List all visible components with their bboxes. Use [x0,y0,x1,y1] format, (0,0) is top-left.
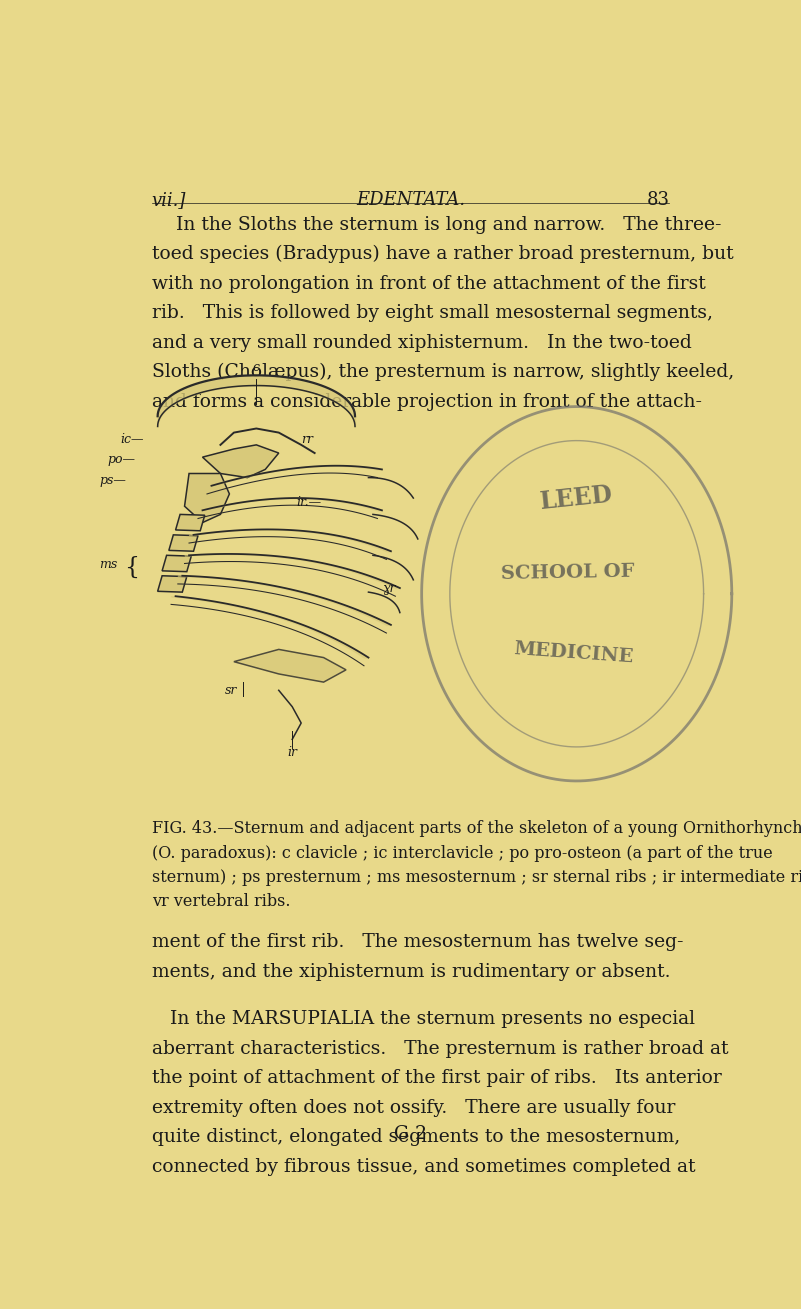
Text: G 2: G 2 [394,1124,427,1143]
Text: sr: sr [225,685,237,698]
Text: ic—: ic— [121,433,144,446]
Text: connected by fibrous tissue, and sometimes completed at: connected by fibrous tissue, and sometim… [151,1157,695,1175]
Text: and a very small rounded xiphisternum.   In the two-toed: and a very small rounded xiphisternum. I… [151,334,691,352]
Polygon shape [203,445,279,478]
Text: SCHOOL OF: SCHOOL OF [501,563,635,583]
Text: LEED: LEED [539,482,614,514]
Text: ment of the first rib.   The mesosternum has twelve seg-: ment of the first rib. The mesosternum h… [151,933,683,952]
Text: ments, and the xiphisternum is rudimentary or absent.: ments, and the xiphisternum is rudimenta… [151,963,670,980]
Polygon shape [169,535,198,551]
Text: ɣr: ɣr [382,583,396,596]
Text: with no prolongation in front of the attachment of the first: with no prolongation in front of the att… [151,275,706,293]
Text: and forms a considerable projection in front of the attach-: and forms a considerable projection in f… [151,393,702,411]
Text: aberrant characteristics.   The presternum is rather broad at: aberrant characteristics. The presternum… [151,1039,728,1058]
Text: FIG. 43.—Sternum and adjacent parts of the skeleton of a young Ornithorhynchus
(: FIG. 43.—Sternum and adjacent parts of t… [151,821,801,910]
Text: vii.]: vii.] [151,191,186,209]
Polygon shape [162,555,191,572]
Text: In the MARSUPIALIA the sternum presents no especial: In the MARSUPIALIA the sternum presents … [151,1011,694,1028]
Text: rib.   This is followed by eight small mesosternal segments,: rib. This is followed by eight small mes… [151,304,713,322]
Text: ps—: ps— [99,474,127,487]
Polygon shape [234,649,346,682]
Polygon shape [158,576,187,592]
Text: In the Sloths the sternum is long and narrow.   The three-: In the Sloths the sternum is long and na… [151,216,721,233]
Text: Sloths (Cholæpus), the presternum is narrow, slightly keeled,: Sloths (Cholæpus), the presternum is nar… [151,363,734,381]
Polygon shape [175,514,205,530]
Text: EDENTATA.: EDENTATA. [356,191,465,209]
Text: rr: rr [301,433,313,446]
Polygon shape [184,474,229,522]
Text: extremity often does not ossify.   There are usually four: extremity often does not ossify. There a… [151,1098,675,1117]
Text: {: { [124,556,139,579]
Text: c: c [253,361,260,374]
Text: ir.—: ir.— [296,496,322,509]
Text: toed species (Bradypus) have a rather broad presternum, but: toed species (Bradypus) have a rather br… [151,245,733,263]
Text: quite distinct, elongated segments to the mesosternum,: quite distinct, elongated segments to th… [151,1128,680,1147]
Text: ir: ir [288,746,297,759]
Text: 83: 83 [646,191,670,209]
Text: ms: ms [99,558,117,571]
Text: po—: po— [107,453,135,466]
Text: the point of attachment of the first pair of ribs.   Its anterior: the point of attachment of the first pai… [151,1069,722,1088]
Text: MEDICINE: MEDICINE [513,640,634,666]
